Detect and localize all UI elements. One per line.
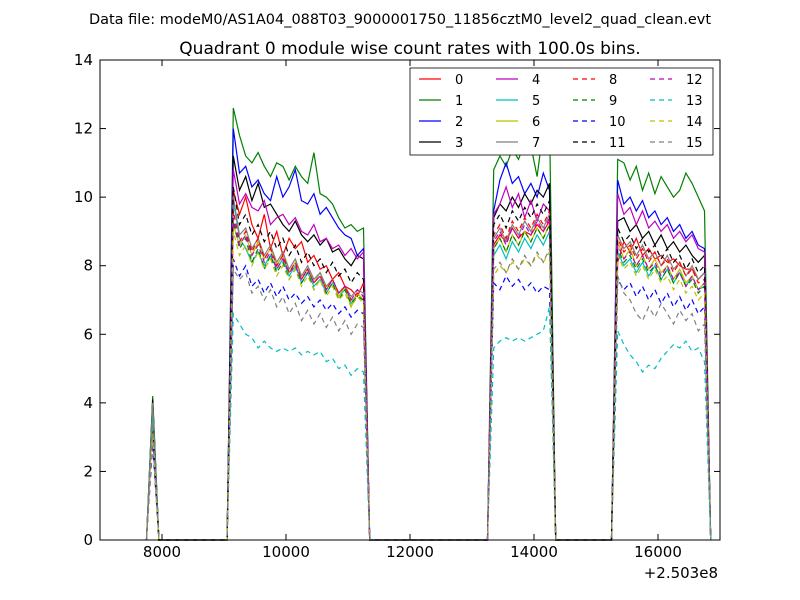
series-line-12 bbox=[145, 217, 712, 541]
x-tick-label: 14000 bbox=[510, 543, 558, 561]
legend-box bbox=[409, 67, 714, 156]
y-tick-label: 8 bbox=[83, 257, 93, 275]
x-tick-label: 16000 bbox=[634, 543, 682, 561]
legend-label-15: 15 bbox=[686, 136, 703, 151]
legend-label-6: 6 bbox=[532, 115, 540, 130]
y-tick-label: 6 bbox=[83, 325, 93, 343]
y-tick-label: 0 bbox=[83, 531, 93, 549]
legend-label-4: 4 bbox=[532, 73, 540, 88]
legend-label-13: 13 bbox=[686, 94, 703, 109]
y-tick-label: 10 bbox=[74, 188, 93, 206]
legend-label-11: 11 bbox=[609, 136, 626, 151]
legend-label-7: 7 bbox=[532, 136, 540, 151]
x-tick-label: 8000 bbox=[143, 543, 181, 561]
legend-label-2: 2 bbox=[455, 115, 463, 130]
series-line-15 bbox=[145, 248, 712, 541]
legend-label-0: 0 bbox=[455, 73, 463, 88]
chart-title: Quadrant 0 module wise count rates with … bbox=[179, 39, 640, 59]
y-tick-label: 12 bbox=[74, 120, 93, 138]
y-tick-label: 4 bbox=[83, 394, 93, 412]
legend-label-8: 8 bbox=[609, 73, 617, 88]
y-tick-label: 14 bbox=[74, 51, 93, 69]
data-file-label: Data file: modeM0/AS1A04_088T03_90000017… bbox=[89, 12, 711, 28]
legend-label-12: 12 bbox=[686, 73, 703, 88]
legend-label-5: 5 bbox=[532, 94, 540, 109]
series-lines bbox=[145, 107, 712, 541]
legend-label-14: 14 bbox=[686, 115, 703, 130]
legend-label-9: 9 bbox=[609, 94, 617, 109]
y-tick-label: 2 bbox=[83, 462, 93, 480]
x-tick-label: 12000 bbox=[386, 543, 434, 561]
series-line-11 bbox=[145, 186, 712, 541]
legend-label-3: 3 bbox=[455, 136, 463, 151]
series-line-13 bbox=[145, 306, 712, 541]
x-offset-label: +2.503e8 bbox=[644, 564, 718, 582]
legend-label-1: 1 bbox=[455, 94, 463, 109]
legend-label-10: 10 bbox=[609, 115, 626, 130]
x-tick-label: 10000 bbox=[262, 543, 310, 561]
